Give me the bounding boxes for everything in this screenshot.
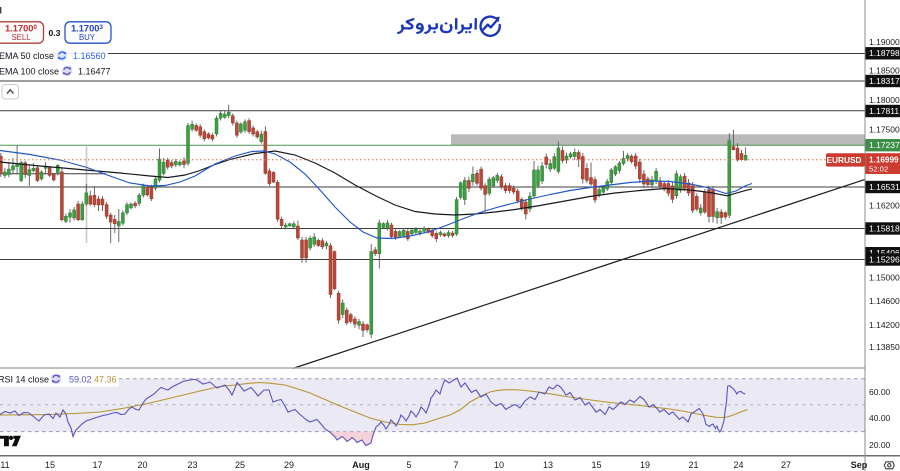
svg-text:Sep: Sep (851, 460, 868, 470)
svg-text:1.16560: 1.16560 (73, 51, 106, 61)
svg-text:11: 11 (0, 460, 9, 470)
svg-text:15: 15 (591, 460, 601, 470)
svg-text:17: 17 (92, 460, 102, 470)
svg-text:EMA 50 close: EMA 50 close (0, 51, 54, 61)
svg-text:5: 5 (406, 460, 411, 470)
svg-text:60.00: 60.00 (869, 387, 891, 397)
svg-text:SELL: SELL (11, 33, 31, 42)
svg-text:1.14600: 1.14600 (869, 296, 900, 306)
svg-text:20.00: 20.00 (869, 440, 891, 450)
svg-text:1.17003: 1.17003 (71, 24, 103, 34)
svg-text:BUY: BUY (79, 33, 96, 42)
svg-text:1.17000: 1.17000 (5, 24, 37, 34)
svg-text:EMA 100 close: EMA 100 close (0, 66, 59, 76)
svg-text:1.13850: 1.13850 (869, 342, 900, 352)
svg-text:47.36: 47.36 (94, 375, 117, 385)
svg-text:1.16999: 1.16999 (869, 156, 899, 165)
svg-text:1.16477: 1.16477 (78, 66, 111, 76)
svg-text:23: 23 (187, 460, 197, 470)
svg-text:1.17237: 1.17237 (869, 140, 900, 150)
svg-text:1.18798: 1.18798 (869, 48, 900, 58)
svg-text:20: 20 (137, 460, 147, 470)
svg-text:1.15296: 1.15296 (869, 254, 900, 264)
svg-text:1.15000: 1.15000 (869, 272, 900, 282)
svg-text:1.16200: 1.16200 (869, 200, 900, 210)
svg-text:7: 7 (453, 460, 458, 470)
svg-text:10: 10 (494, 460, 504, 470)
svg-text:40.00: 40.00 (869, 413, 891, 423)
svg-text:21: 21 (688, 460, 698, 470)
svg-text:25: 25 (235, 460, 245, 470)
svg-text:27: 27 (781, 460, 791, 470)
svg-text:1.14200: 1.14200 (869, 320, 900, 330)
svg-text:1.19000: 1.19000 (869, 37, 900, 47)
svg-text:EURUSD: EURUSD (826, 155, 861, 165)
svg-text:Aug: Aug (352, 460, 370, 470)
svg-text:1.15818: 1.15818 (869, 223, 900, 233)
svg-text:29: 29 (284, 460, 294, 470)
svg-text:RSI 14 close: RSI 14 close (0, 375, 49, 385)
svg-text:15: 15 (45, 460, 55, 470)
svg-text:52:02: 52:02 (869, 165, 888, 174)
svg-text:1.18317: 1.18317 (869, 76, 900, 86)
svg-text:24: 24 (733, 460, 743, 470)
svg-text:1.18500: 1.18500 (869, 65, 900, 75)
svg-text:1.17500: 1.17500 (869, 124, 900, 134)
svg-text:59.02: 59.02 (69, 375, 92, 385)
svg-text:13: 13 (543, 460, 553, 470)
svg-text:19: 19 (640, 460, 650, 470)
svg-text:1.18000: 1.18000 (869, 95, 900, 105)
svg-text:1.16531: 1.16531 (869, 182, 900, 192)
svg-text:1.15406: 1.15406 (869, 248, 900, 258)
svg-text:1.17811: 1.17811 (869, 106, 899, 116)
svg-text:0.3: 0.3 (49, 28, 61, 38)
